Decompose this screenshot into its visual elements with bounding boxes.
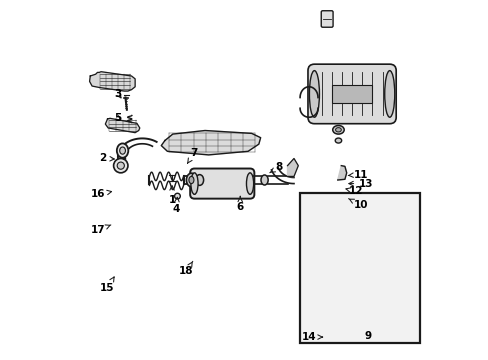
Ellipse shape (384, 71, 394, 117)
Ellipse shape (332, 126, 344, 134)
FancyBboxPatch shape (190, 168, 254, 199)
Bar (332, 85, 371, 103)
Text: 3: 3 (114, 89, 122, 99)
Text: 11: 11 (347, 170, 367, 180)
Ellipse shape (195, 175, 203, 185)
Text: 16: 16 (91, 189, 111, 199)
Ellipse shape (188, 176, 194, 184)
Text: 15: 15 (100, 277, 115, 293)
Ellipse shape (186, 173, 196, 187)
FancyBboxPatch shape (307, 64, 395, 124)
Text: 4: 4 (172, 197, 180, 214)
Ellipse shape (120, 147, 125, 154)
Polygon shape (105, 118, 140, 133)
Polygon shape (161, 131, 260, 155)
Polygon shape (287, 158, 298, 176)
Ellipse shape (335, 138, 341, 143)
Text: 8: 8 (269, 162, 282, 173)
Circle shape (117, 162, 124, 169)
Text: 10: 10 (348, 199, 367, 210)
Text: 14: 14 (301, 332, 322, 342)
Text: 17: 17 (91, 225, 111, 235)
Circle shape (113, 158, 128, 173)
Text: 12: 12 (345, 186, 363, 197)
Ellipse shape (190, 173, 198, 194)
Polygon shape (337, 166, 346, 180)
Text: 2: 2 (99, 153, 114, 163)
Ellipse shape (117, 143, 128, 158)
Text: 9: 9 (364, 331, 371, 341)
Text: 6: 6 (236, 196, 244, 212)
Ellipse shape (309, 71, 319, 117)
Ellipse shape (335, 128, 341, 132)
Text: 18: 18 (179, 261, 193, 276)
Polygon shape (89, 72, 135, 91)
Text: 5: 5 (114, 113, 122, 123)
Text: 7: 7 (187, 148, 198, 163)
Text: 13: 13 (348, 179, 373, 189)
Text: 1: 1 (168, 186, 175, 205)
Ellipse shape (261, 175, 267, 185)
Bar (300, 193, 419, 343)
FancyBboxPatch shape (321, 11, 332, 27)
Ellipse shape (246, 173, 253, 194)
Circle shape (174, 193, 180, 199)
